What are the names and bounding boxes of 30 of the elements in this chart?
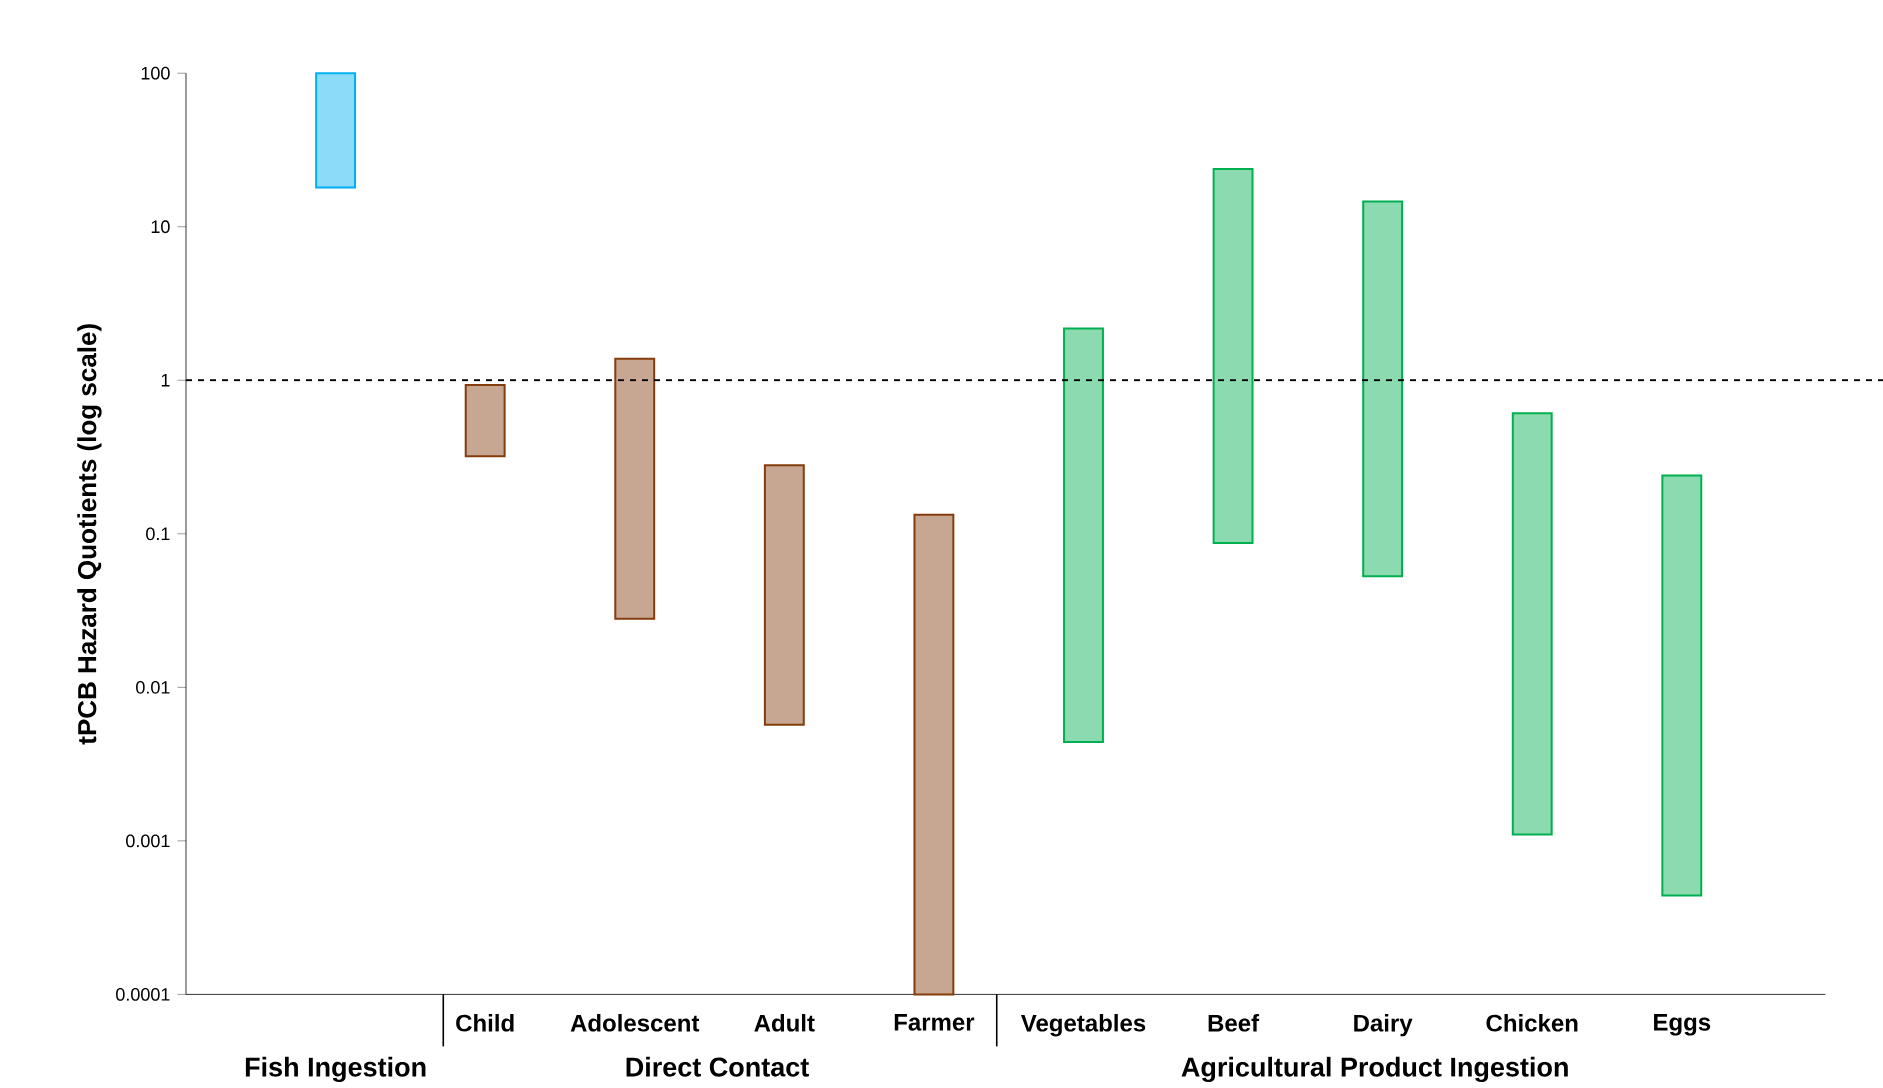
x-tick-label: Eggs — [1654, 1014, 1711, 1036]
y-tick-label: 0.0001 — [116, 988, 170, 1001]
x-tick-label: Vegetables — [1020, 1014, 1146, 1037]
y-axis-title: tPCB Hazard Quotients (log scale) — [77, 324, 102, 745]
bar — [913, 513, 955, 996]
text: Agricultural Product Ingestion — [1181, 1056, 1568, 1083]
bar — [1511, 412, 1553, 836]
text: Direct Contact — [626, 1056, 809, 1077]
bar — [1362, 200, 1404, 578]
bar — [1063, 327, 1104, 744]
x-tick-label: Adult — [754, 1014, 815, 1032]
bar — [1661, 474, 1703, 897]
y-tick-label: 100 — [141, 66, 170, 80]
text: Fish Ingestion — [245, 1056, 426, 1083]
y-tick-label: 0.01 — [136, 680, 170, 694]
x-tick-label: Chicken — [1486, 1014, 1578, 1032]
x-tick-label: Beef — [1208, 1014, 1260, 1032]
x-tick-label: Farmer — [894, 1014, 975, 1031]
bar — [614, 357, 656, 620]
y-tick-label: 0.1 — [146, 527, 170, 541]
y-tick-label: 10 — [151, 220, 170, 234]
x-tick-label: Child — [456, 1014, 514, 1032]
x-tick-label: Adolescent — [570, 1014, 700, 1032]
bar — [464, 384, 506, 458]
bar — [1212, 167, 1254, 545]
bar — [315, 72, 357, 189]
bar — [763, 464, 805, 726]
y-tick-label: 1 — [161, 374, 170, 387]
x-tick-label: Dairy — [1354, 1014, 1413, 1037]
y-tick-label: 0.001 — [126, 834, 170, 848]
